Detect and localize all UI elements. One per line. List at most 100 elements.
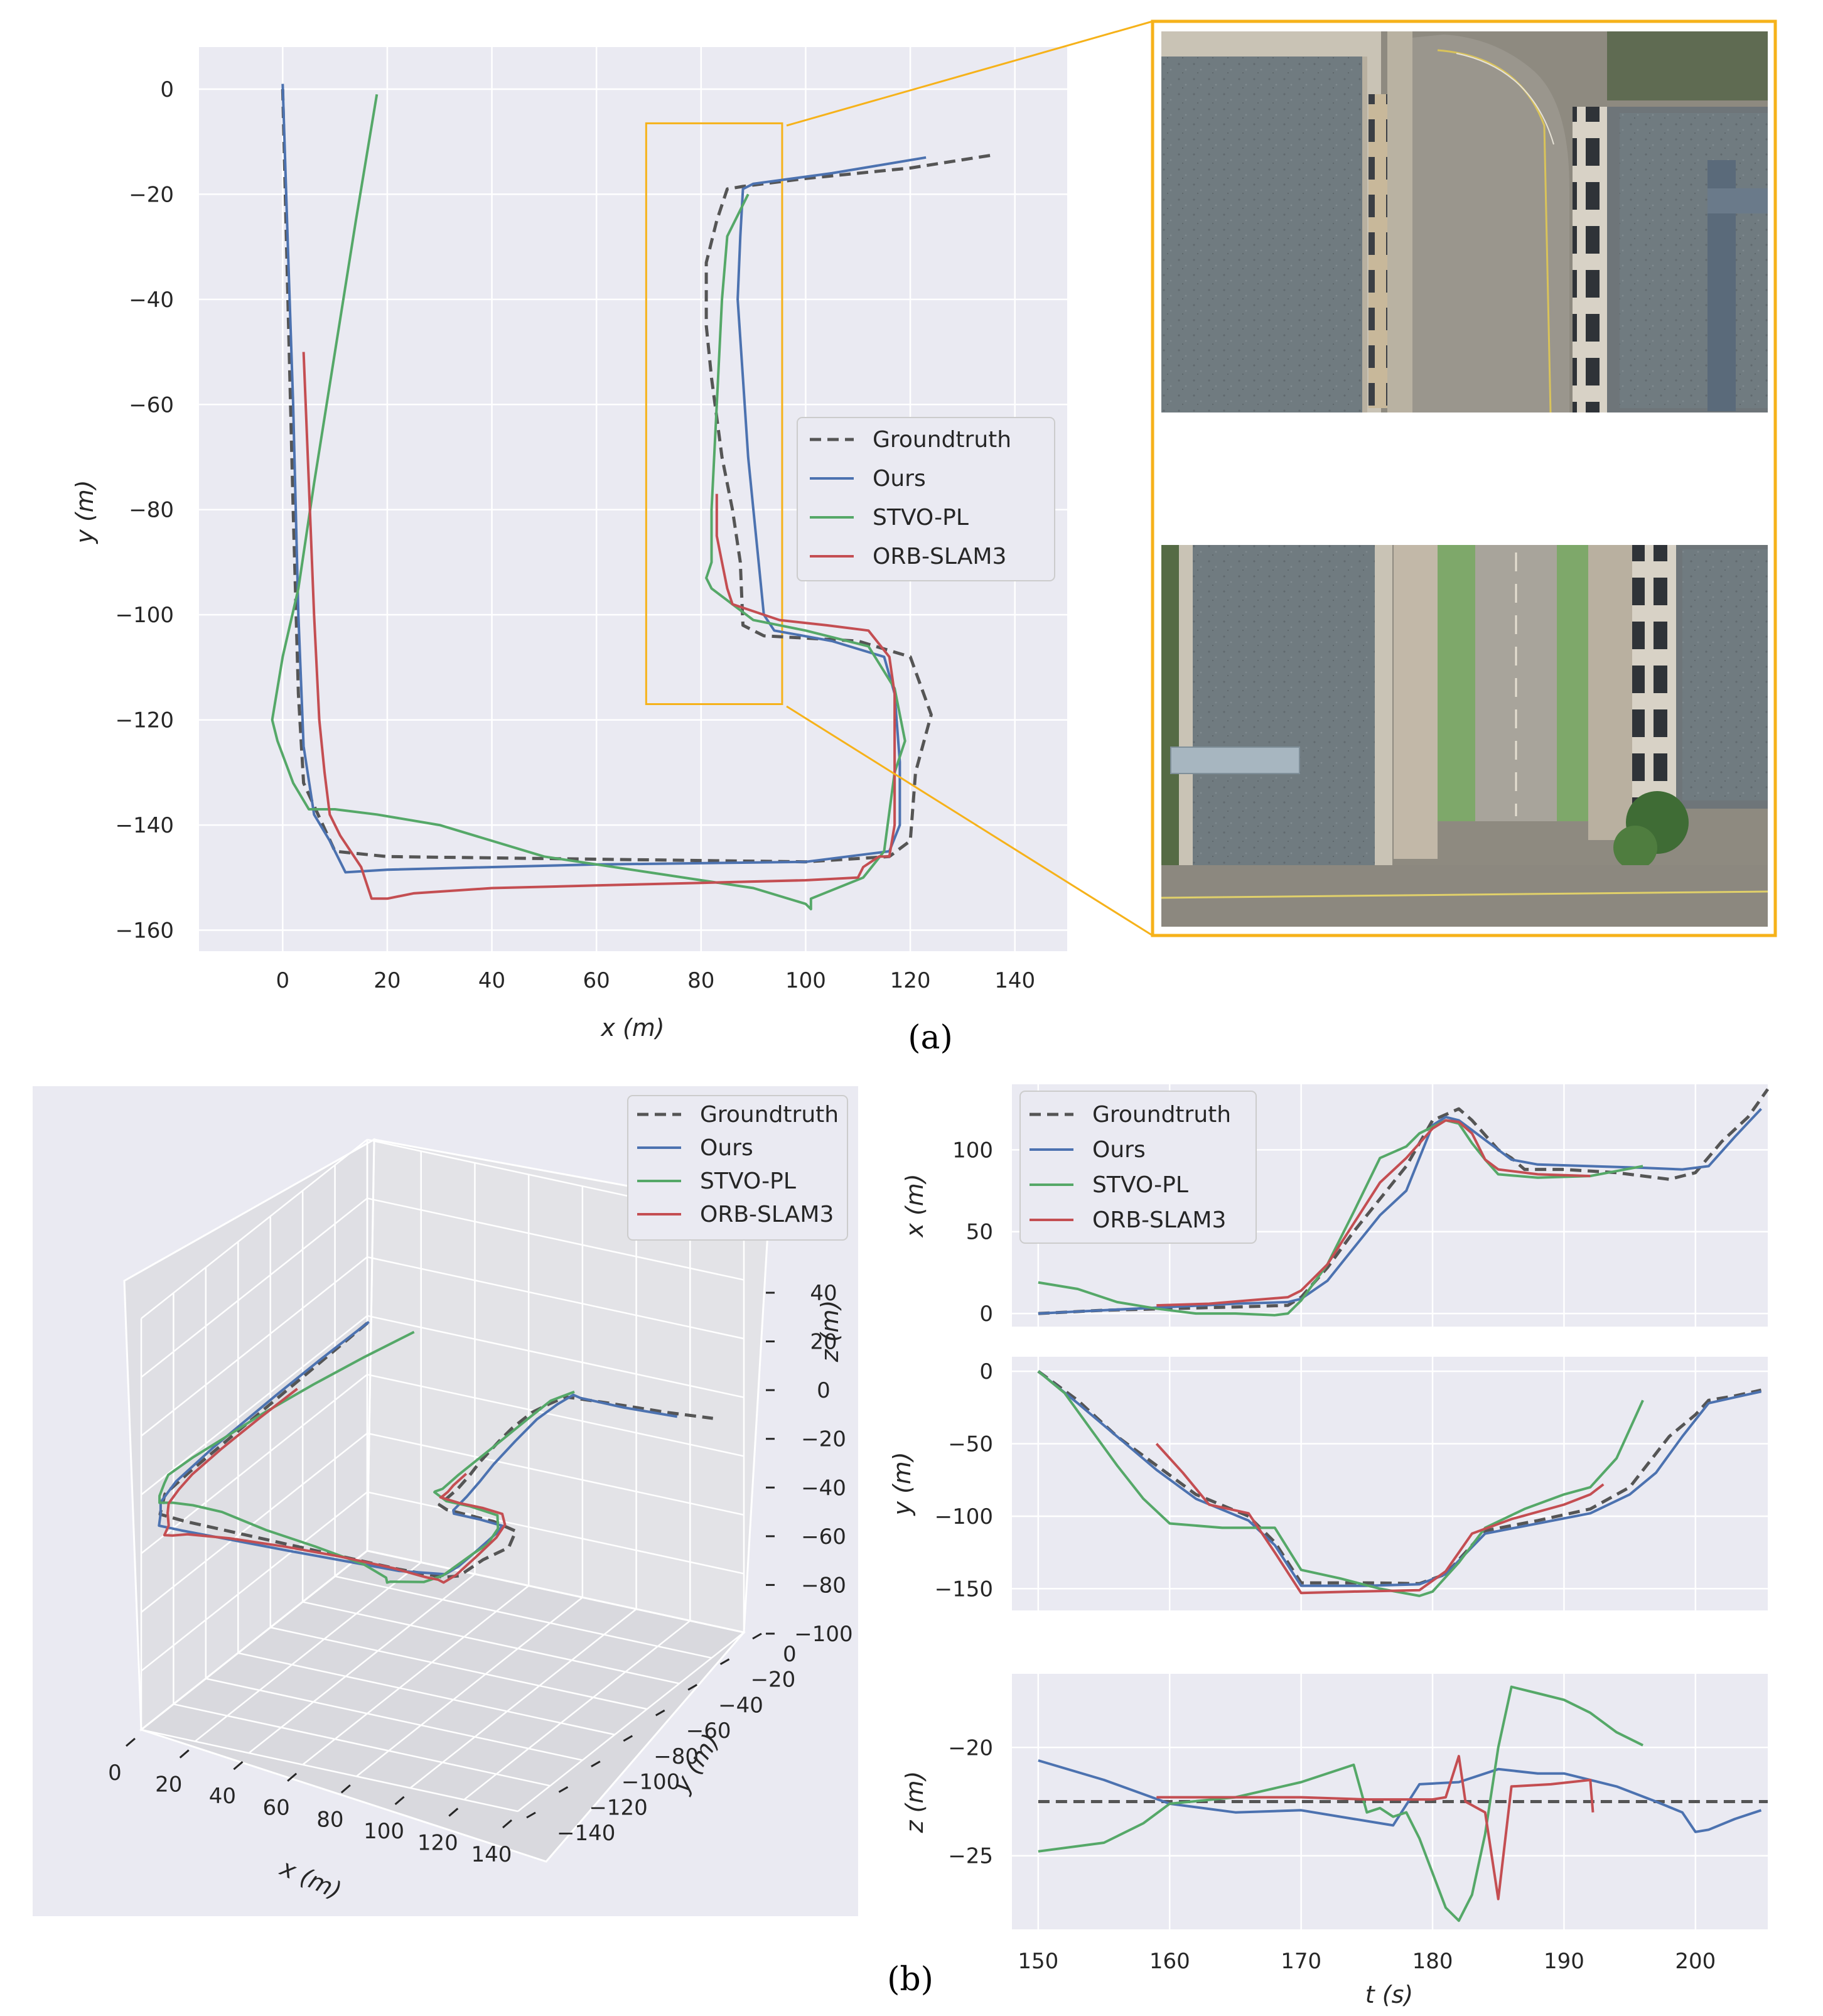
3d-ytick: −20 [751,1668,796,1693]
3d-xtick: 0 [108,1760,122,1786]
3d-legend: Groundtruth Ours STVO-PL ORB-SLAM3 [627,1095,848,1241]
3d-floor-grid-x [356,1597,583,1777]
3d-xtick-mark [502,1819,512,1829]
3d-floor-grid-x [409,1608,637,1789]
caption-b: (b) [887,1961,933,1998]
3d-ytick: −100 [621,1770,680,1795]
legend-label-1: Ours [1092,1137,1146,1163]
3d-floor-grid-y [173,1703,551,1787]
xt-line-1 [1038,1108,1762,1315]
3d-floor-grid-y [335,1575,712,1659]
3d-floor-grid-x [517,1632,745,1812]
3d-ytick-mark [526,1811,536,1819]
yt-ytick: −100 [935,1504,993,1529]
aerial-inset [786,19,1777,937]
3d-xtick: 140 [471,1842,512,1867]
yt-ytick: −150 [935,1577,993,1602]
3d-ytick-mark [719,1658,730,1666]
xy-trajectory-plot: 0 20 40 60 80 100 120 140 0 −20 −40 −60 −80 −100 −120 −… [71,47,1067,1042]
yt-ytick: 0 [979,1359,993,1384]
xt-ytick: 50 [966,1220,993,1245]
3d-floor-grid-x [463,1620,691,1801]
3d-ytick-mark [655,1709,665,1717]
3d-ztick: 20 [810,1330,837,1355]
xy-zoom-region [645,122,783,706]
connector-line-bottom [786,705,1153,937]
3d-xtick: 100 [363,1819,404,1844]
y-vs-time-y-label: y (m) [888,1452,916,1516]
y-vs-time-background [1012,1357,1768,1610]
3d-xtick-mark [394,1796,405,1805]
z-vs-time-y-label: z (m) [901,1771,928,1834]
xy-ytick: −40 [129,288,174,313]
3d-ytick: −120 [589,1795,647,1820]
3d-left-grid-z [141,1315,368,1496]
3d-floor-grid-y [141,1728,519,1813]
3d-trajectory-plot: 0 20 40 60 80 100 120 1400−20−40−60−80−100−120−… [33,1086,858,1916]
3d-xtick-mark [233,1761,244,1771]
legend-label-0: Groundtruth [700,1102,839,1128]
3d-left-grid-z [141,1256,368,1437]
3d-xtick: 120 [417,1830,458,1855]
3d-floor-grid-y [205,1678,583,1761]
zt-line-1 [1038,1759,1762,1833]
3d-xtick: 20 [155,1772,182,1798]
xy-xtick: 20 [374,968,401,993]
yt-ytick: −50 [948,1432,993,1457]
xt-line-0 [1038,1088,1770,1315]
aerial-photo-straight-road-icon [1161,545,1768,927]
3d-ytick-mark [623,1735,633,1742]
3d-left-grid-z [141,1139,368,1319]
3d-series [158,1320,714,1584]
3d-floor-grid-y [270,1626,647,1710]
time-series-series [1037,1088,1770,1922]
3d-line-2 [158,1330,575,1584]
3d-back-grid-z [367,1256,745,1340]
legend-label-0: Groundtruth [1092,1102,1231,1128]
time-tick: 170 [1281,1949,1321,1974]
time-tick: 200 [1675,1949,1716,1974]
3d-ztick: −40 [801,1475,846,1501]
time-series-legend-box [1019,1091,1257,1244]
yt-line-2 [1037,1370,1644,1597]
3d-ytick-mark [752,1632,762,1640]
3d-line-0 [158,1322,714,1579]
xt-ytick: 0 [979,1302,993,1327]
time-tick: 160 [1149,1949,1190,1974]
3d-z-axis-label: z (m) [816,1300,844,1363]
xy-grid [199,47,1067,951]
zt-ytick: −25 [948,1844,993,1869]
xy-tick-labels: 0 20 40 60 80 100 120 140 0 −20 −40 −60 −80 −100 −120 −… [116,77,1036,993]
xy-x-axis-label: x (m) [600,1014,664,1042]
3d-line-3 [163,1388,507,1584]
3d-ztick: 40 [810,1281,837,1306]
time-tick: 180 [1412,1949,1453,1974]
xy-series [271,84,994,910]
3d-xtick-mark [287,1772,298,1782]
3d-ytick-mark [591,1760,601,1767]
3d-ztick: −60 [801,1524,846,1550]
3d-back-grid-z [367,1315,745,1398]
xy-zoom-rect [645,122,783,706]
xy-ytick: 0 [160,77,174,102]
legend-label-3: ORB-SLAM3 [1092,1207,1226,1233]
aerial-photo-curved-road-icon [1161,31,1768,413]
xy-line-0 [281,89,994,864]
3d-xtick-mark [340,1784,351,1794]
3d-floor-grid-y [302,1601,680,1684]
3d-xtick: 40 [209,1784,236,1809]
3d-floor-grid-x [248,1573,476,1754]
3d-ztick: −20 [801,1427,846,1452]
3d-legend-box [627,1095,848,1241]
xy-xtick: 80 [687,968,714,993]
3d-left-grid-z [141,1550,368,1730]
xt-ytick: 100 [952,1138,993,1163]
3d-floor-grid-x [302,1585,529,1765]
3d-back-grid-z [367,1550,745,1634]
time-tick: 190 [1544,1949,1584,1974]
xt-line-3 [1156,1119,1591,1307]
3d-ztick: −80 [801,1573,846,1598]
3d-left-grid-z [141,1491,368,1672]
xy-ytick: −60 [129,392,174,418]
